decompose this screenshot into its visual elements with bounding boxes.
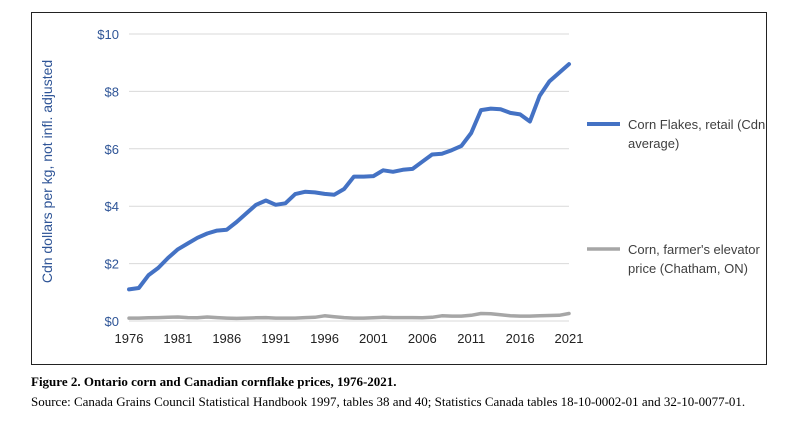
figure-caption: Figure 2. Ontario corn and Canadian corn… bbox=[31, 372, 781, 411]
legend-label-line: Corn Flakes, retail (Cdn bbox=[628, 117, 765, 132]
x-tick-label: 2021 bbox=[555, 331, 584, 346]
legend-label-line: Corn, farmer's elevator bbox=[628, 242, 760, 257]
y-tick-label: $8 bbox=[105, 84, 119, 99]
legend-label-line: average) bbox=[628, 136, 679, 151]
caption-source: Source: Canada Grains Council Statistica… bbox=[31, 394, 746, 409]
series-line-2 bbox=[127, 311, 571, 321]
x-tick-label: 1996 bbox=[310, 331, 339, 346]
x-tick-label: 1981 bbox=[163, 331, 192, 346]
legend-label-1: Corn Flakes, retail (Cdn average) bbox=[628, 117, 765, 151]
x-tick-label: 2016 bbox=[506, 331, 535, 346]
x-tick-label: 1976 bbox=[115, 331, 144, 346]
x-tick-label: 2001 bbox=[359, 331, 388, 346]
caption-title: Figure 2. Ontario corn and Canadian corn… bbox=[31, 374, 397, 389]
y-tick-label: $4 bbox=[105, 199, 119, 214]
line-chart: $0 $2 $4 $6 $8 $10 1976 1981 1986 1991 1996 2001 200… bbox=[39, 27, 765, 346]
y-tick-label: $10 bbox=[97, 27, 119, 42]
y-tick-label: $2 bbox=[105, 257, 119, 272]
x-tick-label: 1991 bbox=[261, 331, 290, 346]
chart-frame: $0 $2 $4 $6 $8 $10 1976 1981 1986 1991 1996 2001 200… bbox=[31, 12, 767, 365]
legend-label-2: Corn, farmer's elevator price (Chatham, O… bbox=[628, 242, 760, 276]
y-tick-label: $6 bbox=[105, 142, 119, 157]
x-tick-label: 1986 bbox=[212, 331, 241, 346]
y-tick-label: $0 bbox=[105, 314, 119, 329]
y-axis-label: Cdn dollars per kg, not infl. adjusted bbox=[39, 60, 55, 283]
series-line-1 bbox=[127, 62, 571, 292]
x-tick-label: 2011 bbox=[457, 331, 485, 346]
x-tick-label: 2006 bbox=[408, 331, 437, 346]
legend-label-line: price (Chatham, ON) bbox=[628, 261, 748, 276]
